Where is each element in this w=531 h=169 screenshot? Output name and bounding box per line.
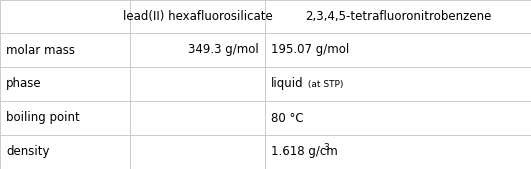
Text: liquid: liquid: [271, 78, 304, 91]
Bar: [0, 33, 130, 67]
Bar: [265, 67, 531, 101]
Bar: [130, 33, 265, 67]
Bar: [265, 33, 531, 67]
Bar: [265, 0, 531, 33]
Text: density: density: [6, 146, 49, 159]
Bar: [130, 101, 265, 135]
Bar: [0, 67, 130, 101]
Bar: [265, 101, 531, 135]
Text: 1.618 g/cm: 1.618 g/cm: [271, 146, 338, 159]
Bar: [130, 135, 265, 169]
Text: 349.3 g/mol: 349.3 g/mol: [189, 43, 259, 56]
Text: molar mass: molar mass: [6, 43, 75, 56]
Bar: [0, 135, 130, 169]
Text: 2,3,4,5-tetrafluoronitrobenzene: 2,3,4,5-tetrafluoronitrobenzene: [305, 10, 491, 23]
Bar: [0, 101, 130, 135]
Bar: [130, 67, 265, 101]
Text: boiling point: boiling point: [6, 112, 80, 125]
Text: phase: phase: [6, 78, 41, 91]
Text: 195.07 g/mol: 195.07 g/mol: [271, 43, 349, 56]
Text: 80 °C: 80 °C: [271, 112, 304, 125]
Bar: [0, 0, 130, 33]
Bar: [265, 135, 531, 169]
Bar: [130, 0, 265, 33]
Text: 3: 3: [323, 142, 329, 151]
Text: (at STP): (at STP): [305, 80, 344, 90]
Text: lead(II) hexafluorosilicate: lead(II) hexafluorosilicate: [123, 10, 272, 23]
